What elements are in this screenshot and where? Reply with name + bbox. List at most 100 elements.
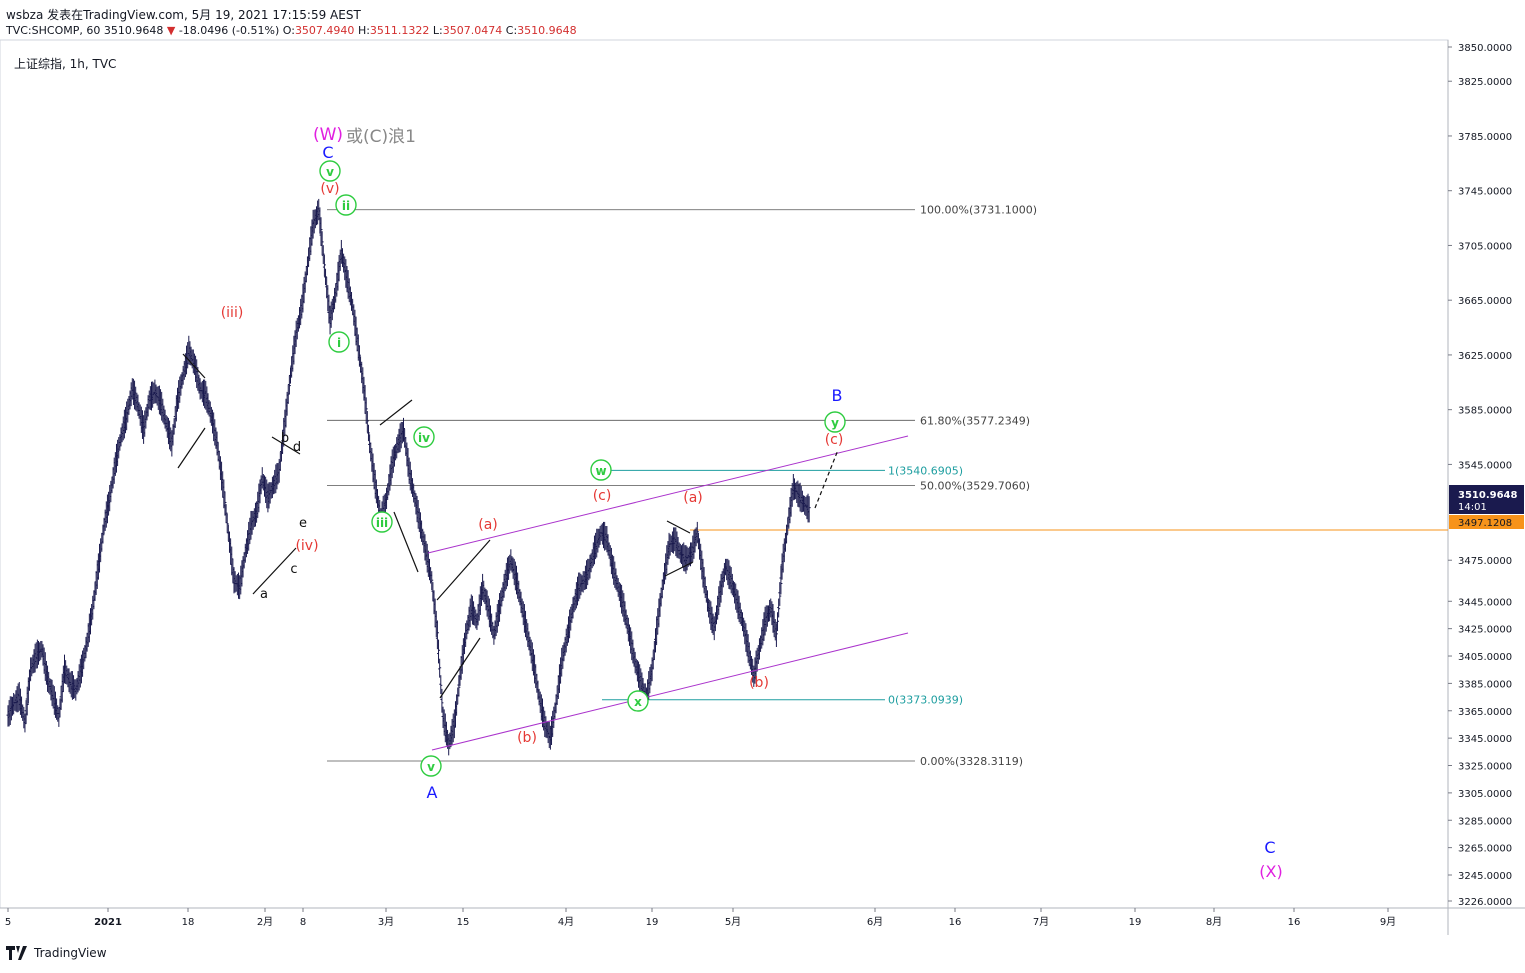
wave-v-bottom-circle — [420, 755, 442, 777]
wave-b: b — [281, 431, 289, 446]
trend-line — [393, 511, 419, 573]
ref-price-tag — [1449, 515, 1524, 529]
wave-i: i — [337, 336, 341, 350]
trend-line — [436, 539, 491, 601]
y-tick-label: 3585.0000 — [1458, 406, 1512, 417]
x-tick-label: 5 — [5, 917, 11, 928]
wave-a1: (a) — [478, 517, 498, 533]
wave-v-red: (v) — [320, 181, 339, 197]
wave-e: e — [299, 516, 307, 531]
wave-y-circle — [824, 411, 846, 433]
y-tick-label: 3245.0000 — [1458, 871, 1512, 882]
wave-a: a — [260, 587, 268, 602]
channel-lower-line — [431, 632, 909, 751]
trend-line — [182, 353, 206, 379]
y-tick-label: 3285.0000 — [1458, 816, 1512, 827]
wave-a2: (a) — [683, 490, 703, 506]
countdown-text: 14:01 — [1458, 502, 1487, 513]
close-value: 3510.9648 — [517, 24, 577, 37]
y-tick-label: 3825.0000 — [1458, 77, 1512, 88]
wave-X: (X) — [1259, 862, 1282, 881]
trend-line — [439, 637, 481, 699]
fib-level-label: 61.80%(3577.2349) — [920, 414, 1030, 427]
x-tick-label: 16 — [1288, 917, 1301, 928]
trend-line — [664, 561, 694, 577]
wave-iii: iii — [376, 516, 388, 530]
wave-v-top-circle — [319, 160, 341, 182]
y-tick-label: 3625.0000 — [1458, 351, 1512, 362]
fib-level-label: 100.00%(3731.1000) — [920, 204, 1037, 217]
y-tick-label: 3705.0000 — [1458, 241, 1512, 252]
wave-ii-circle — [335, 194, 357, 216]
brand-text: TradingView — [34, 946, 107, 960]
wave-x: x — [634, 695, 642, 709]
high-label: H: — [357, 24, 370, 37]
down-arrow-icon: ▼ — [166, 24, 176, 37]
x-tick-label: 7月 — [1033, 916, 1049, 928]
plot-frame — [0, 39, 1449, 909]
open-label: O: — [282, 24, 295, 37]
y-tick-label: 3325.0000 — [1458, 762, 1512, 773]
y-tick-label: 3405.0000 — [1458, 652, 1512, 663]
x-tick-label: 8 — [300, 917, 306, 928]
fib-level-label: 50.00%(3529.7060) — [920, 479, 1030, 492]
publish-info: wsbza 发表在TradingView.com, 5月 19, 2021 17… — [6, 8, 361, 22]
trend-line — [177, 427, 206, 469]
wave-w: w — [595, 464, 606, 478]
wave-iv-circle — [413, 426, 435, 448]
wave-iii-red: (iii) — [221, 305, 244, 321]
x-tick-label: 9月 — [1380, 916, 1396, 928]
y-tick-label: 3545.0000 — [1458, 460, 1512, 471]
trend-line — [271, 436, 301, 455]
y-tick-label: 3785.0000 — [1458, 132, 1512, 143]
wave-v-top: v — [326, 165, 334, 179]
x-tick-label: 6月 — [867, 916, 883, 928]
trend-line — [379, 399, 413, 426]
wave-w-circle — [590, 459, 612, 481]
x-tick-label: 16 — [949, 917, 962, 928]
price-chart[interactable]: 3850.0000 3825.0000 3785.0000 3745.0000 3705… — [0, 0, 1525, 940]
x-tick-label: 2月 — [257, 916, 273, 928]
trend-line — [666, 520, 691, 534]
footer-brand[interactable]: TradingView — [6, 946, 107, 960]
wave-A: A — [427, 783, 438, 802]
ticker: TVC:SHCOMP, 60 — [6, 24, 101, 37]
wave-iv: iv — [418, 431, 430, 445]
x-tick-label: 19 — [646, 917, 659, 928]
x-tick-label: 2021 — [94, 917, 122, 928]
wave-C-top: C — [322, 143, 333, 162]
x-tick-label: 15 — [457, 917, 470, 928]
wave-iii-circle — [371, 511, 393, 533]
symbol-label: 上证综指, 1h, TVC — [14, 57, 117, 71]
channel-upper-line — [427, 435, 909, 554]
y-tick-label: 3265.0000 — [1458, 844, 1512, 855]
y-tick-label: 3305.0000 — [1458, 789, 1512, 800]
tradingview-logo-icon — [6, 946, 27, 960]
x-tick-label: 5月 — [725, 916, 741, 928]
wave-C-bottom: C — [1264, 838, 1275, 857]
wave-x-circle — [627, 690, 649, 712]
teal-level-label: 0(3373.0939) — [888, 694, 963, 707]
low-label: L: — [432, 24, 443, 37]
open-value: 3507.4940 — [294, 24, 355, 37]
wave-y: y — [831, 416, 839, 430]
projection-dash-line — [814, 449, 839, 509]
trend-line — [252, 547, 297, 595]
y-tick-label: 3385.0000 — [1458, 679, 1512, 690]
y-tick-label: 3665.0000 — [1458, 296, 1512, 307]
wave-iv-red: (iv) — [295, 538, 318, 554]
x-tick-label: 18 — [182, 917, 195, 928]
y-tick-label: 3425.0000 — [1458, 625, 1512, 636]
wave-i-circle — [328, 331, 350, 353]
wave-c: c — [290, 562, 297, 577]
wave-d: d — [293, 440, 301, 455]
change: -18.0496 (-0.51%) — [178, 24, 280, 37]
wave-v-bottom: v — [427, 760, 435, 774]
y-tick-label: 3445.0000 — [1458, 597, 1512, 608]
y-tick-label: 3745.0000 — [1458, 187, 1512, 198]
x-tick-label: 8月 — [1206, 916, 1222, 928]
wave-W-note: 或(C)浪1 — [346, 127, 416, 147]
wave-B: B — [832, 386, 843, 405]
wave-c1: (c) — [593, 488, 612, 504]
wave-c2: (c) — [825, 432, 844, 448]
